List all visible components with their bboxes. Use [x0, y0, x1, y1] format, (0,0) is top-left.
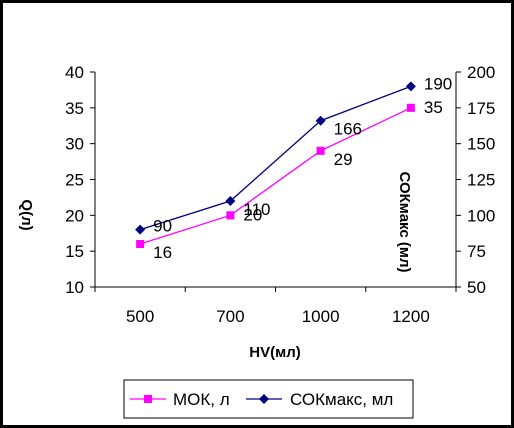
mok-data-label: 20 — [243, 205, 262, 224]
sok-data-label: 166 — [334, 120, 362, 139]
y-left-tick-label: 10 — [65, 278, 84, 297]
y-left-tick-label: 25 — [65, 171, 84, 190]
mok-point-marker — [136, 240, 145, 248]
mok-point-marker — [406, 103, 415, 112]
sok-legend-marker — [259, 394, 269, 404]
chart-legend: МОК, л СОКмакс, мл — [123, 379, 414, 419]
y-right-tick-label: 125 — [467, 171, 495, 190]
mok-legend-marker — [144, 395, 152, 403]
mok-point-marker — [226, 211, 235, 220]
sok-data-label: 110 — [243, 200, 270, 219]
mok-data-label: 35 — [424, 98, 443, 117]
sok-point-marker — [135, 224, 146, 235]
x-tick-label: 700 — [216, 307, 244, 326]
y-left-tick-label: 15 — [65, 242, 84, 261]
y-axis-right-title: СОКмакс (мл) — [396, 172, 413, 273]
chart-axes: 10 15 20 25 30 35 40 50 75 100 125 150 175 200 500 700 1… — [65, 63, 495, 326]
y-right-tick-label: 175 — [467, 99, 495, 118]
y-right-tick-label: 50 — [467, 278, 486, 297]
y-left-tick-label: 35 — [65, 99, 84, 118]
x-tick-label: 500 — [126, 307, 154, 326]
mok-point-marker — [316, 146, 325, 155]
sok-point-marker — [315, 115, 326, 126]
mok-data-label: 16 — [153, 243, 172, 262]
sok-data-label: 90 — [153, 217, 172, 236]
y-right-tick-label: 150 — [467, 135, 495, 154]
y-right-tick-label: 200 — [467, 63, 495, 82]
y-right-tick-label: 100 — [467, 206, 495, 225]
sok-data-label: 190 — [424, 74, 452, 93]
y-axis-left-title: Q(л) — [18, 199, 35, 230]
sok-series-line — [139, 85, 412, 231]
mok-legend-label: МОК, л — [173, 390, 230, 409]
sok-point-marker — [405, 81, 416, 92]
mok-data-label: 29 — [334, 150, 353, 169]
chart-series: 16 20 29 35 90 110 166 190 — [135, 74, 452, 262]
y-left-tick-label: 20 — [65, 206, 84, 225]
sok-point-marker — [225, 196, 236, 206]
sok-legend-label: СОКмакс, мл — [290, 390, 393, 409]
x-tick-label: 1200 — [392, 307, 430, 326]
y-left-tick-label: 30 — [65, 135, 84, 154]
y-right-tick-label: 75 — [467, 242, 486, 261]
y-left-tick-label: 40 — [65, 63, 84, 82]
chart-panel — [3, 3, 511, 425]
x-axis-title: HV(мл) — [249, 344, 300, 361]
x-tick-label: 1000 — [302, 307, 340, 326]
mok-series-line — [139, 107, 412, 245]
